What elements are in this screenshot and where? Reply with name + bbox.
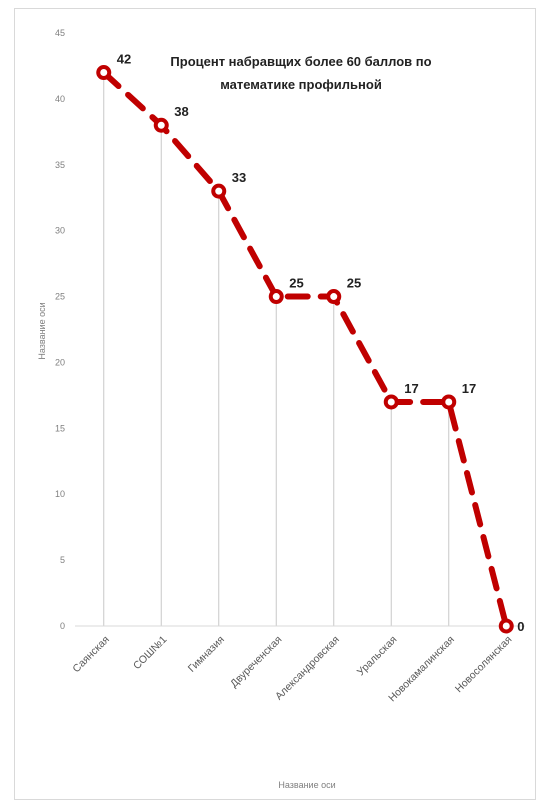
data-point-marker — [326, 289, 342, 305]
x-category-label: Двуреченская — [228, 634, 284, 690]
x-axis-title: Название оси — [278, 780, 335, 790]
data-label: 17 — [404, 381, 418, 396]
y-tick-label: 25 — [55, 292, 65, 302]
data-label: 25 — [347, 276, 361, 291]
chart-frame: 0 5 10 15 20 25 30 35 40 45 42 38 33 25 25 17 17 0 Саянс… — [14, 8, 536, 800]
y-tick-label: 5 — [60, 555, 65, 565]
y-axis-ticks: 0 5 10 15 20 25 30 35 40 45 — [55, 28, 65, 631]
y-tick-label: 45 — [55, 28, 65, 38]
line-chart: 0 5 10 15 20 25 30 35 40 45 42 38 33 25 25 17 17 0 Саянс… — [37, 28, 525, 790]
chart-title-line-2: математике профильной — [220, 77, 382, 92]
y-tick-label: 40 — [55, 94, 65, 104]
x-axis-categories: Саянская СОШ№1 Гимназия ДвуреченскаяАлексан… — [70, 634, 514, 705]
data-label: 17 — [462, 381, 476, 396]
x-category-label: СОШ№1 — [131, 634, 169, 672]
data-label: 25 — [289, 276, 303, 291]
x-category-label: Новосолянская — [453, 634, 514, 695]
series-line — [100, 69, 510, 629]
chart-title-line-1: Процент набравщих более 60 баллов по — [170, 54, 431, 69]
y-tick-label: 35 — [55, 160, 65, 170]
data-labels: 42 38 33 25 25 17 17 0 — [117, 52, 525, 634]
data-point-marker — [383, 394, 399, 410]
data-point-marker — [498, 618, 514, 634]
series-markers — [96, 65, 514, 634]
y-tick-label: 0 — [60, 621, 65, 631]
data-point-marker — [211, 183, 227, 199]
drop-lines — [103, 72, 450, 626]
x-category-label: Уральская — [355, 634, 400, 679]
data-label: 33 — [232, 170, 246, 185]
data-point-marker — [268, 289, 284, 305]
data-point-marker — [153, 117, 169, 133]
x-category-label: Гимназия — [186, 634, 227, 675]
data-label: 38 — [174, 104, 188, 119]
y-tick-label: 15 — [55, 423, 65, 433]
data-label: 0 — [517, 619, 524, 634]
data-point-marker — [96, 65, 112, 81]
x-category-label: Саянская — [70, 634, 111, 675]
y-axis-title: Название оси — [37, 302, 47, 359]
x-category-label: Александровская — [273, 634, 342, 703]
data-label: 42 — [117, 52, 131, 67]
data-point-marker — [441, 394, 457, 410]
y-tick-label: 30 — [55, 226, 65, 236]
y-tick-label: 20 — [55, 357, 65, 367]
y-tick-label: 10 — [55, 489, 65, 499]
